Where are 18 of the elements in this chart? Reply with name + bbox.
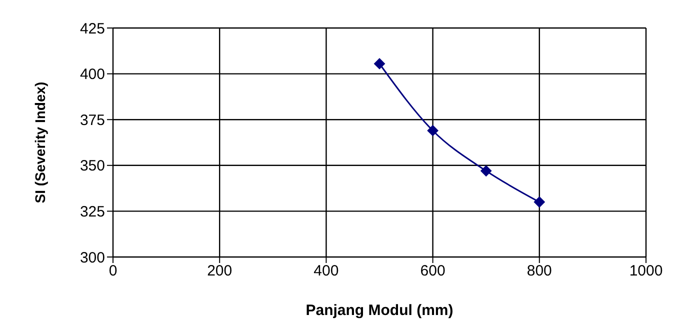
x-tick-label: 0 <box>108 262 118 280</box>
y-tick-label: 425 <box>80 20 105 38</box>
y-tick-label: 300 <box>80 249 105 266</box>
y-tick-label: 400 <box>80 66 105 84</box>
point <box>480 165 492 176</box>
x-tick-label: 200 <box>207 262 232 280</box>
x-tick-label: 400 <box>314 262 339 280</box>
y-axis-title: SI (Severity Index) <box>32 82 48 204</box>
point <box>427 125 438 136</box>
x-axis-title: Panjang Modul (mm) <box>306 302 454 319</box>
point <box>534 196 545 208</box>
x-tick-label: 600 <box>420 262 446 280</box>
y-tick-label: 325 <box>80 204 105 221</box>
x-tick-label: 1000 <box>629 262 663 280</box>
x-tick-label: 800 <box>526 262 552 280</box>
y-tick-label: 350 <box>80 158 105 175</box>
y-tick-label: 375 <box>80 112 105 129</box>
point <box>374 58 385 70</box>
